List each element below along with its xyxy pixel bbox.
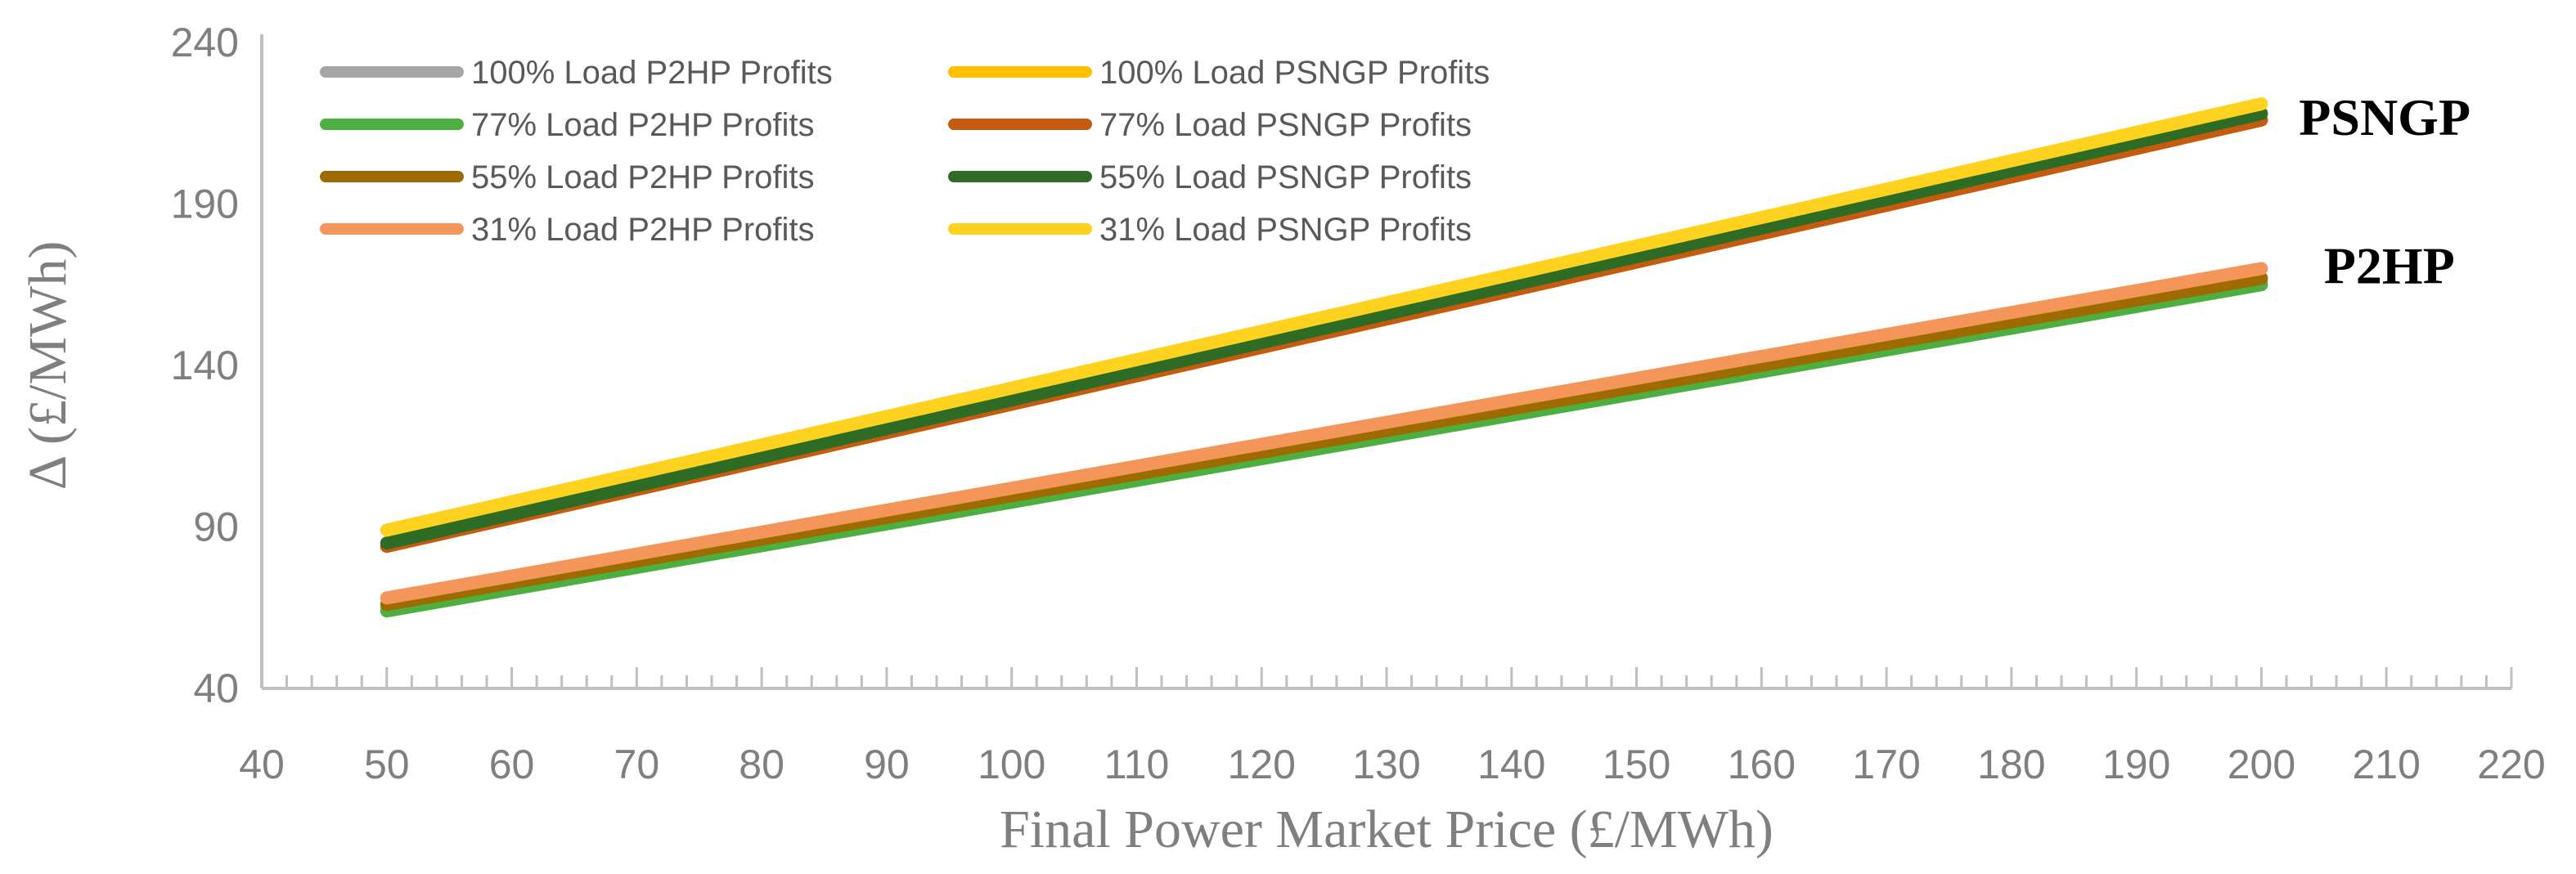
y-tick-label: 140 xyxy=(171,343,239,388)
legend-label: 55% Load PSNGP Profits xyxy=(1099,159,1472,195)
legend-label: 31% Load P2HP Profits xyxy=(471,212,815,248)
x-tick-label: 130 xyxy=(1352,742,1420,787)
annotation-label: PSNGP xyxy=(2299,88,2470,146)
x-tick-label: 90 xyxy=(864,742,910,787)
x-tick-label: 210 xyxy=(2353,742,2421,787)
x-tick-label: 60 xyxy=(489,742,535,787)
x-tick-label: 80 xyxy=(739,742,784,787)
legend-label: 77% Load P2HP Profits xyxy=(471,107,815,143)
legend-label: 100% Load P2HP Profits xyxy=(471,55,833,91)
legend-label: 31% Load PSNGP Profits xyxy=(1099,212,1472,248)
x-tick-label: 180 xyxy=(1977,742,2045,787)
x-tick-label: 150 xyxy=(1603,742,1670,787)
y-tick-label: 190 xyxy=(171,182,239,227)
series-line-7 xyxy=(380,262,2268,605)
y-axis-title: Δ (£/MWh) xyxy=(18,241,78,491)
x-tick-label: 140 xyxy=(1477,742,1545,787)
legend-label: 55% Load P2HP Profits xyxy=(471,159,815,195)
x-tick-label: 200 xyxy=(2228,742,2295,787)
legend: 100% Load P2HP Profits 100% Load PSNGP Pr… xyxy=(320,55,1490,248)
series-line-8 xyxy=(380,97,2268,537)
series-line-5 xyxy=(380,271,2268,612)
y-tick-label: 40 xyxy=(193,666,239,711)
x-tick-label: 110 xyxy=(1104,742,1170,787)
plot-area: 240 190 140 90 40 40 50 60 70 80 90 100 110 120 130 14… xyxy=(171,20,2546,787)
y-axis-tick-labels: 240 190 140 90 40 xyxy=(171,20,239,711)
legend-label: 100% Load PSNGP Profits xyxy=(1099,55,1490,91)
x-axis-minor-ticks xyxy=(260,667,2513,688)
x-tick-label: 120 xyxy=(1228,742,1296,787)
x-axis-title: Final Power Market Price (£/MWh) xyxy=(1000,800,1774,859)
x-tick-label: 190 xyxy=(2102,742,2170,787)
annotations: PSNGP P2HP xyxy=(2299,88,2470,295)
x-axis-tick-labels: 40 50 60 70 80 90 100 110 120 130 140 150 160 170 180 1… xyxy=(239,742,2546,787)
series-layer xyxy=(380,97,2268,618)
x-tick-label: 100 xyxy=(978,742,1045,787)
x-tick-label: 220 xyxy=(2477,742,2545,787)
x-tick-label: 160 xyxy=(1728,742,1796,787)
x-tick-label: 70 xyxy=(614,742,660,787)
x-tick-label: 50 xyxy=(364,742,410,787)
x-tick-label: 170 xyxy=(1852,742,1920,787)
x-tick-label: 40 xyxy=(239,742,285,787)
legend-label: 77% Load PSNGP Profits xyxy=(1099,107,1472,143)
annotation-label: P2HP xyxy=(2324,237,2455,295)
series-line-6 xyxy=(380,106,2268,550)
y-tick-label: 90 xyxy=(193,504,239,550)
y-tick-label: 240 xyxy=(171,20,239,65)
